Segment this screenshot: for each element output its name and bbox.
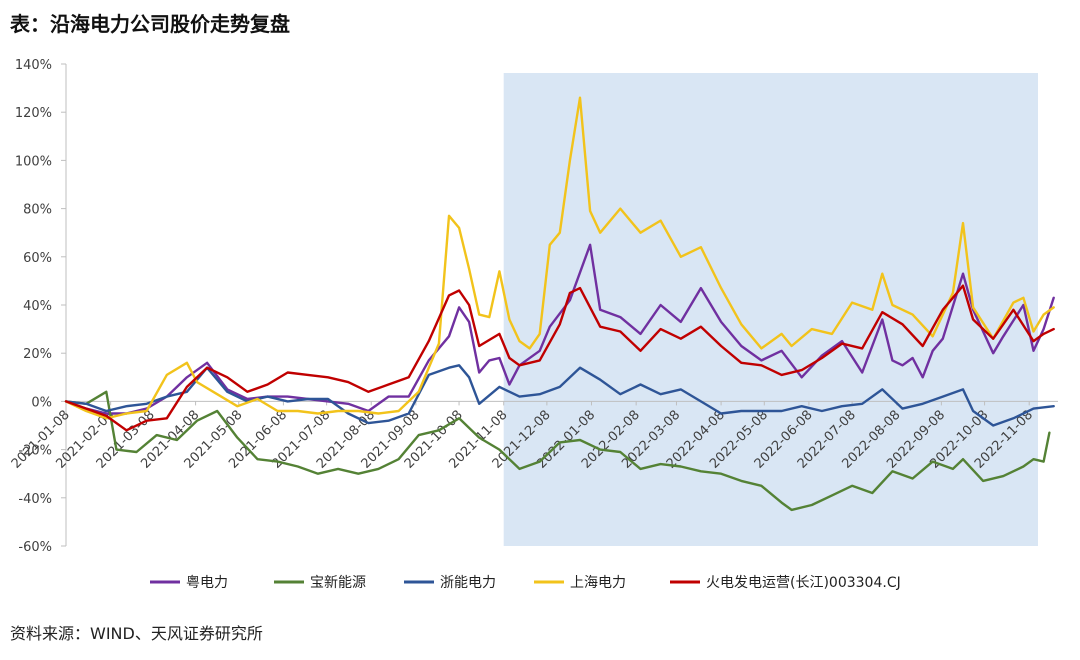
y-tick-label: 100% xyxy=(15,154,52,169)
legend: 粤电力 宝新能源 浙能电力 上海电力 火电发电运营(长江)003304.CJ xyxy=(150,575,901,591)
y-tick-label: 120% xyxy=(15,106,52,121)
y-tick-label: -60% xyxy=(18,540,52,555)
series-line-5 xyxy=(64,284,1055,432)
y-tick-label: -40% xyxy=(18,492,52,507)
legend-label: 浙能电力 xyxy=(440,575,496,591)
series-line-2 xyxy=(64,390,1051,512)
legend-label: 上海电力 xyxy=(570,575,626,591)
source-note: 资料来源：WIND、天风证券研究所 xyxy=(10,624,263,643)
y-tick-label: -20% xyxy=(18,444,52,459)
y-tick-label: 80% xyxy=(23,203,52,218)
series-line-3 xyxy=(64,364,1055,427)
legend-label: 粤电力 xyxy=(186,575,228,591)
legend-label: 宝新能源 xyxy=(310,575,366,591)
y-tick-label: 60% xyxy=(23,251,52,266)
y-tick-label: 0% xyxy=(31,395,52,410)
y-tick-label: 140% xyxy=(15,58,52,73)
y-tick-label: 20% xyxy=(23,347,52,362)
legend-label: 火电发电运营(长江)003304.CJ xyxy=(706,575,901,591)
y-tick-label: 40% xyxy=(23,299,52,314)
chart-title: 表：沿海电力公司股价走势复盘 xyxy=(10,12,290,36)
series-line-4 xyxy=(64,96,1055,420)
series-lines xyxy=(64,96,1055,512)
